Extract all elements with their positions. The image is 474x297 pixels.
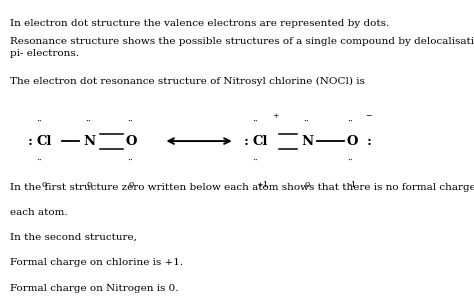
Text: In electron dot structure the valence electrons are represented by dots.: In electron dot structure the valence el… (10, 19, 390, 28)
Text: 0: 0 (86, 181, 91, 189)
Text: Cl: Cl (36, 135, 52, 148)
Text: N: N (83, 135, 95, 148)
Text: ··: ·· (36, 117, 42, 126)
Text: +: + (273, 112, 279, 120)
Text: Resonance structure shows the possible structures of a single compound by deloca: Resonance structure shows the possible s… (10, 37, 474, 46)
Text: −: − (365, 112, 371, 120)
Text: Cl: Cl (253, 135, 268, 148)
Text: :: : (244, 135, 249, 148)
Text: -1: -1 (349, 181, 357, 189)
Text: N: N (301, 135, 313, 148)
Text: ··: ·· (127, 117, 133, 126)
Text: ··: ·· (303, 117, 309, 126)
Text: ··: ·· (347, 156, 353, 165)
Text: :: : (27, 135, 33, 148)
Text: In the second structure,: In the second structure, (10, 233, 137, 242)
Text: ··: ·· (127, 156, 133, 165)
Text: 0: 0 (128, 181, 134, 189)
Text: ··: ·· (253, 117, 258, 126)
Text: ··: ·· (36, 156, 42, 165)
Text: ··: ·· (347, 117, 353, 126)
Text: The electron dot resonance structure of Nitrosyl chlorine (NOCl) is: The electron dot resonance structure of … (10, 77, 365, 86)
Text: In the first structure zero written below each atom shows that there is no forma: In the first structure zero written belo… (10, 183, 474, 192)
Text: ··: ·· (85, 117, 91, 126)
Text: :: : (366, 135, 372, 148)
Text: Formal charge on chlorine is +1.: Formal charge on chlorine is +1. (10, 258, 183, 267)
Text: ··: ·· (253, 156, 258, 165)
Text: +1: +1 (256, 181, 268, 189)
Text: pi- electrons.: pi- electrons. (10, 49, 80, 58)
Text: O: O (346, 135, 357, 148)
Text: each atom.: each atom. (10, 208, 68, 217)
Text: 0: 0 (304, 181, 310, 189)
Text: 0: 0 (41, 181, 47, 189)
Text: O: O (126, 135, 137, 148)
Text: Formal charge on Nitrogen is 0.: Formal charge on Nitrogen is 0. (10, 284, 179, 293)
